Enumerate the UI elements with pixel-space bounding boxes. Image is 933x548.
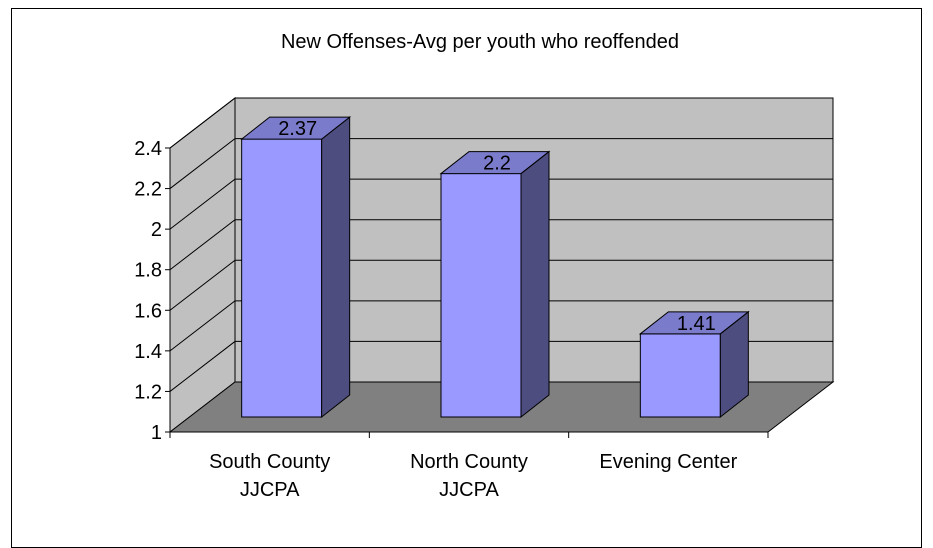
x-category-label: JJCPA [240, 479, 300, 501]
data-label: 1.41 [677, 313, 716, 335]
bar [240, 116, 352, 419]
gridline [169, 340, 833, 392]
y-tick-label: 2 [151, 219, 162, 241]
bar-top [439, 151, 551, 175]
chart-bars [240, 116, 750, 419]
chart-axes [165, 147, 769, 438]
y-tick-label: 1 [151, 422, 162, 444]
gridline [169, 178, 833, 230]
chart-labels: 1 1.2 1.4 1.6 1.8 2 2.2 2.4 2.37 South County JJCP… [134, 118, 737, 501]
y-tick-label: 1.8 [134, 260, 162, 282]
x-category-label: Evening Center [599, 451, 737, 473]
bar-top [638, 311, 750, 335]
gridline [169, 97, 833, 149]
x-category-label: JJCPA [439, 479, 499, 501]
bar [638, 310, 750, 419]
gridline [169, 259, 833, 311]
x-category-label: South County [209, 451, 330, 473]
y-tick-label: 1.4 [134, 341, 162, 363]
data-label: 2.37 [278, 118, 317, 140]
bar-top [240, 116, 352, 140]
y-tick-label: 1.6 [134, 300, 162, 322]
y-tick-label: 2.2 [134, 179, 162, 201]
y-tick-label: 1.2 [134, 381, 162, 403]
gridline [169, 138, 833, 189]
bar [439, 150, 551, 419]
bar-front [440, 173, 522, 418]
bar-chart: New Offenses-Avg per youth who reoffende… [134, 31, 835, 501]
bar-side [321, 116, 351, 419]
gridline [169, 219, 833, 271]
side-wall [169, 96, 236, 434]
chart-title: New Offenses-Avg per youth who reoffende… [281, 31, 679, 53]
bar-side [520, 150, 550, 419]
data-label: 2.2 [483, 153, 511, 175]
bar-front [241, 138, 323, 418]
x-category-label: North County [410, 451, 528, 473]
y-tick-label: 2.4 [134, 138, 162, 160]
chart-gridlines [169, 97, 833, 392]
bar-front [639, 333, 721, 418]
gridline [169, 300, 833, 352]
